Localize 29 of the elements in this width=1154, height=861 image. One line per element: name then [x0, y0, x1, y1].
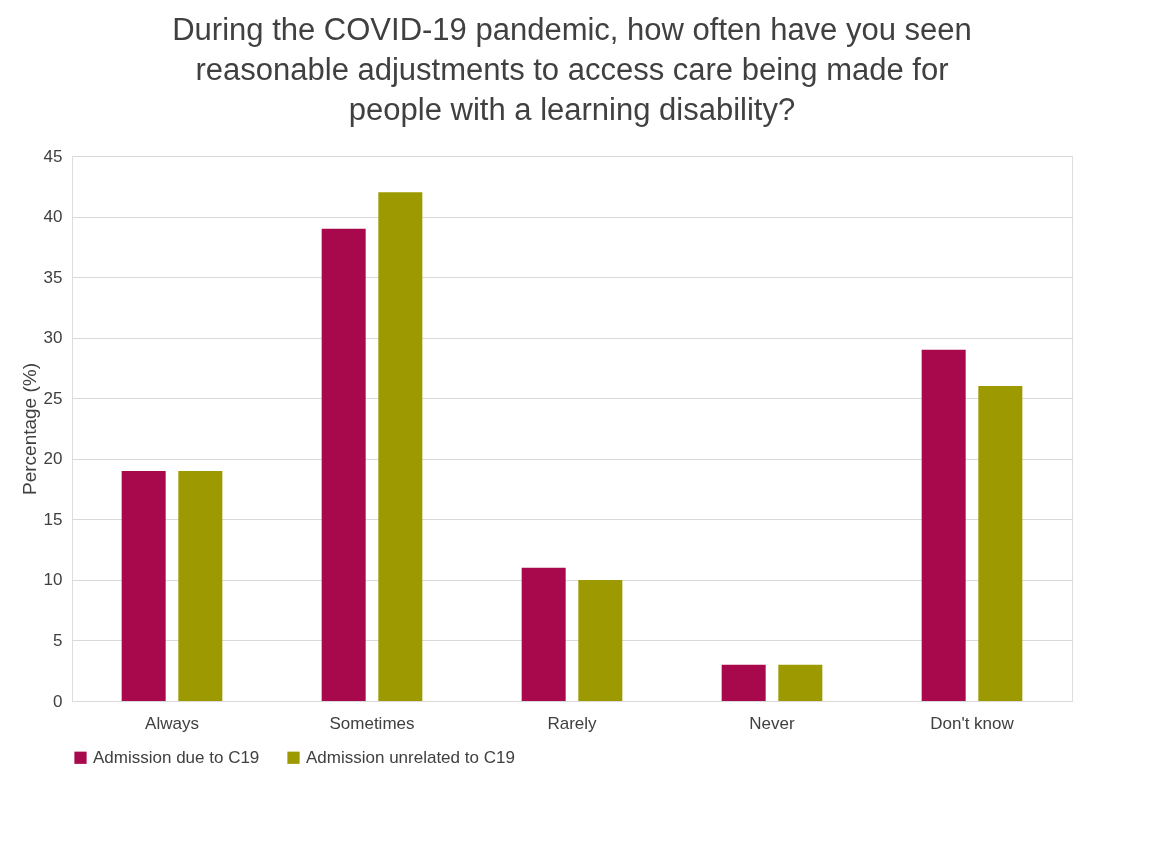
bar — [178, 470, 223, 701]
x-tick-label: Don't know — [930, 713, 1015, 733]
legend-label: Admission due to C19 — [93, 747, 260, 767]
y-tick-label: 40 — [43, 207, 63, 227]
y-tick-label: 25 — [43, 388, 63, 408]
x-tick-label: Sometimes — [329, 713, 415, 733]
y-tick-label: 15 — [43, 509, 63, 529]
y-tick-label: 10 — [43, 570, 63, 590]
bar — [521, 567, 566, 701]
bar — [578, 579, 623, 701]
y-tick-label: 5 — [53, 630, 63, 650]
y-tick-label: 0 — [53, 691, 63, 711]
bar — [921, 349, 966, 701]
y-tick-label: 35 — [43, 267, 63, 287]
bar — [721, 664, 766, 701]
x-tick-label: Rarely — [547, 713, 598, 733]
y-axis-title: Percentage (%) — [18, 362, 40, 496]
bar — [778, 664, 823, 701]
y-tick-label: 45 — [43, 146, 63, 166]
chart-title: During the COVID-19 pandemic, how often have you seen reasonable adjustments to access care being made for people with a learning disability? — [172, 12, 972, 127]
x-tick-label: Never — [749, 713, 796, 733]
bar — [378, 192, 423, 701]
y-tick-label: 20 — [43, 449, 63, 469]
bar — [321, 228, 366, 701]
y-tick-label: 30 — [43, 328, 63, 348]
bar — [121, 470, 166, 701]
bar — [978, 386, 1023, 701]
legend-label: Admission unrelated to C19 — [306, 747, 515, 767]
x-tick-label: Always — [145, 713, 199, 733]
